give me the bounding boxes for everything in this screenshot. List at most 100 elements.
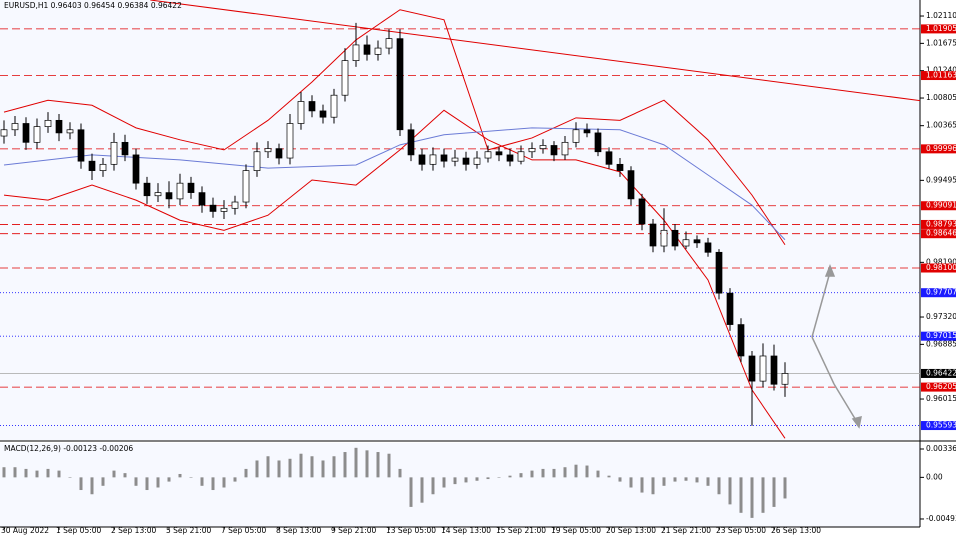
projection-arrows xyxy=(811,263,862,429)
candle-body xyxy=(770,355,778,385)
level-label: 0.99091 xyxy=(926,201,956,210)
arrow-head xyxy=(824,263,836,277)
level-label: 0.96422 xyxy=(926,368,956,377)
macd-bar xyxy=(695,477,699,483)
level-label-bg xyxy=(921,288,956,298)
candle-body xyxy=(528,148,536,153)
macd-bar xyxy=(90,477,94,495)
y-tick-label: 1.02110 xyxy=(926,11,956,20)
macd-bar xyxy=(222,477,226,488)
candle-body xyxy=(209,204,217,212)
macd-bar xyxy=(486,477,490,480)
macd-bar xyxy=(508,475,512,478)
macd-bar xyxy=(585,465,589,478)
macd-bar xyxy=(398,468,402,478)
x-tick-label: 9 Sep 21:00 xyxy=(331,526,377,535)
macd-bar xyxy=(673,477,677,482)
macd-bar xyxy=(728,477,732,505)
candle-body xyxy=(374,47,382,55)
candle-body xyxy=(429,154,437,165)
candle-body xyxy=(649,223,657,247)
y-tick-label: 1.01675 xyxy=(926,38,956,47)
candle-body xyxy=(330,94,338,118)
macd-bar xyxy=(343,452,347,478)
level-label-bg xyxy=(921,229,956,239)
macd-bar xyxy=(442,477,446,488)
x-tick-label: 26 Sep 13:00 xyxy=(771,526,821,535)
candle-body xyxy=(781,373,789,385)
candle-body xyxy=(539,145,547,149)
macd-bar xyxy=(233,477,237,482)
symbol-header: EURUSD,H1 0.96403 0.96454 0.96384 0.9642… xyxy=(4,1,182,10)
arrow-up xyxy=(811,271,831,338)
macd-bar xyxy=(640,477,644,493)
candle-body xyxy=(242,170,250,203)
macd-bar xyxy=(376,452,380,478)
candle-body xyxy=(77,129,85,162)
macd-plot xyxy=(2,447,787,518)
macd-bar xyxy=(266,456,270,478)
y-tick-label: 1.00805 xyxy=(926,93,956,102)
candle-body xyxy=(616,163,624,171)
macd-bar xyxy=(321,460,325,478)
candle-body xyxy=(693,239,701,244)
level-label-bg xyxy=(921,263,956,273)
candle-body xyxy=(517,151,525,162)
macd-bar xyxy=(552,468,556,478)
level-label-bg xyxy=(921,331,956,341)
x-tick-label: 2 Sep 13:00 xyxy=(111,526,157,535)
macd-bar xyxy=(24,468,28,478)
candle-body xyxy=(44,119,52,127)
candle-body xyxy=(660,229,668,247)
candle-body xyxy=(583,129,591,134)
macd-panel xyxy=(0,443,920,527)
macd-bar xyxy=(739,477,743,513)
level-label: 0.95593 xyxy=(926,421,956,430)
macd-bar xyxy=(310,456,314,478)
y-tick-label: 0.96015 xyxy=(926,394,956,403)
macd-bar xyxy=(684,477,688,481)
arrow-head xyxy=(851,415,862,429)
candle-body xyxy=(319,110,327,118)
x-tick-label: 19 Sep 05:00 xyxy=(551,526,601,535)
macd-bar xyxy=(46,468,50,478)
candle-body xyxy=(572,129,580,143)
macd-bar xyxy=(200,477,204,486)
candle-body xyxy=(638,198,646,225)
macd-bar xyxy=(431,477,435,495)
level-label-bg xyxy=(921,421,956,431)
macd-bar xyxy=(519,473,523,478)
candle-body xyxy=(748,355,756,382)
macd-bar xyxy=(464,477,468,483)
macd-bar xyxy=(629,477,633,488)
macd-bar xyxy=(607,475,611,478)
x-tick-label: 7 Sep 05:00 xyxy=(221,526,267,535)
level-label: 0.99996 xyxy=(926,144,956,153)
price-plot xyxy=(0,0,920,439)
level-label-bg xyxy=(921,219,956,229)
candle-body xyxy=(154,192,162,197)
candle-body xyxy=(11,123,19,131)
candle-body xyxy=(198,192,206,206)
candle-body xyxy=(286,123,294,159)
level-label-bg xyxy=(921,382,956,392)
candle-body xyxy=(110,141,118,165)
candle-body xyxy=(627,170,635,200)
indicator-line xyxy=(150,0,920,102)
candle-body xyxy=(385,38,393,49)
macd-bar xyxy=(475,477,479,481)
macd-bar xyxy=(156,477,160,488)
arrow-down xyxy=(811,336,835,385)
level-label: 0.96205 xyxy=(926,382,956,391)
macd-bar xyxy=(277,460,281,478)
candle-body xyxy=(605,151,613,165)
level-label: 1.01905 xyxy=(926,24,956,33)
candle-body xyxy=(440,154,448,162)
y-tick-label: 0.99495 xyxy=(926,175,956,184)
candle-body xyxy=(253,151,261,171)
macd-bar xyxy=(497,477,501,478)
y-tick-label: 1.00365 xyxy=(926,121,956,130)
y-tick-label: 0.97320 xyxy=(926,312,956,321)
candle-body xyxy=(341,60,349,96)
